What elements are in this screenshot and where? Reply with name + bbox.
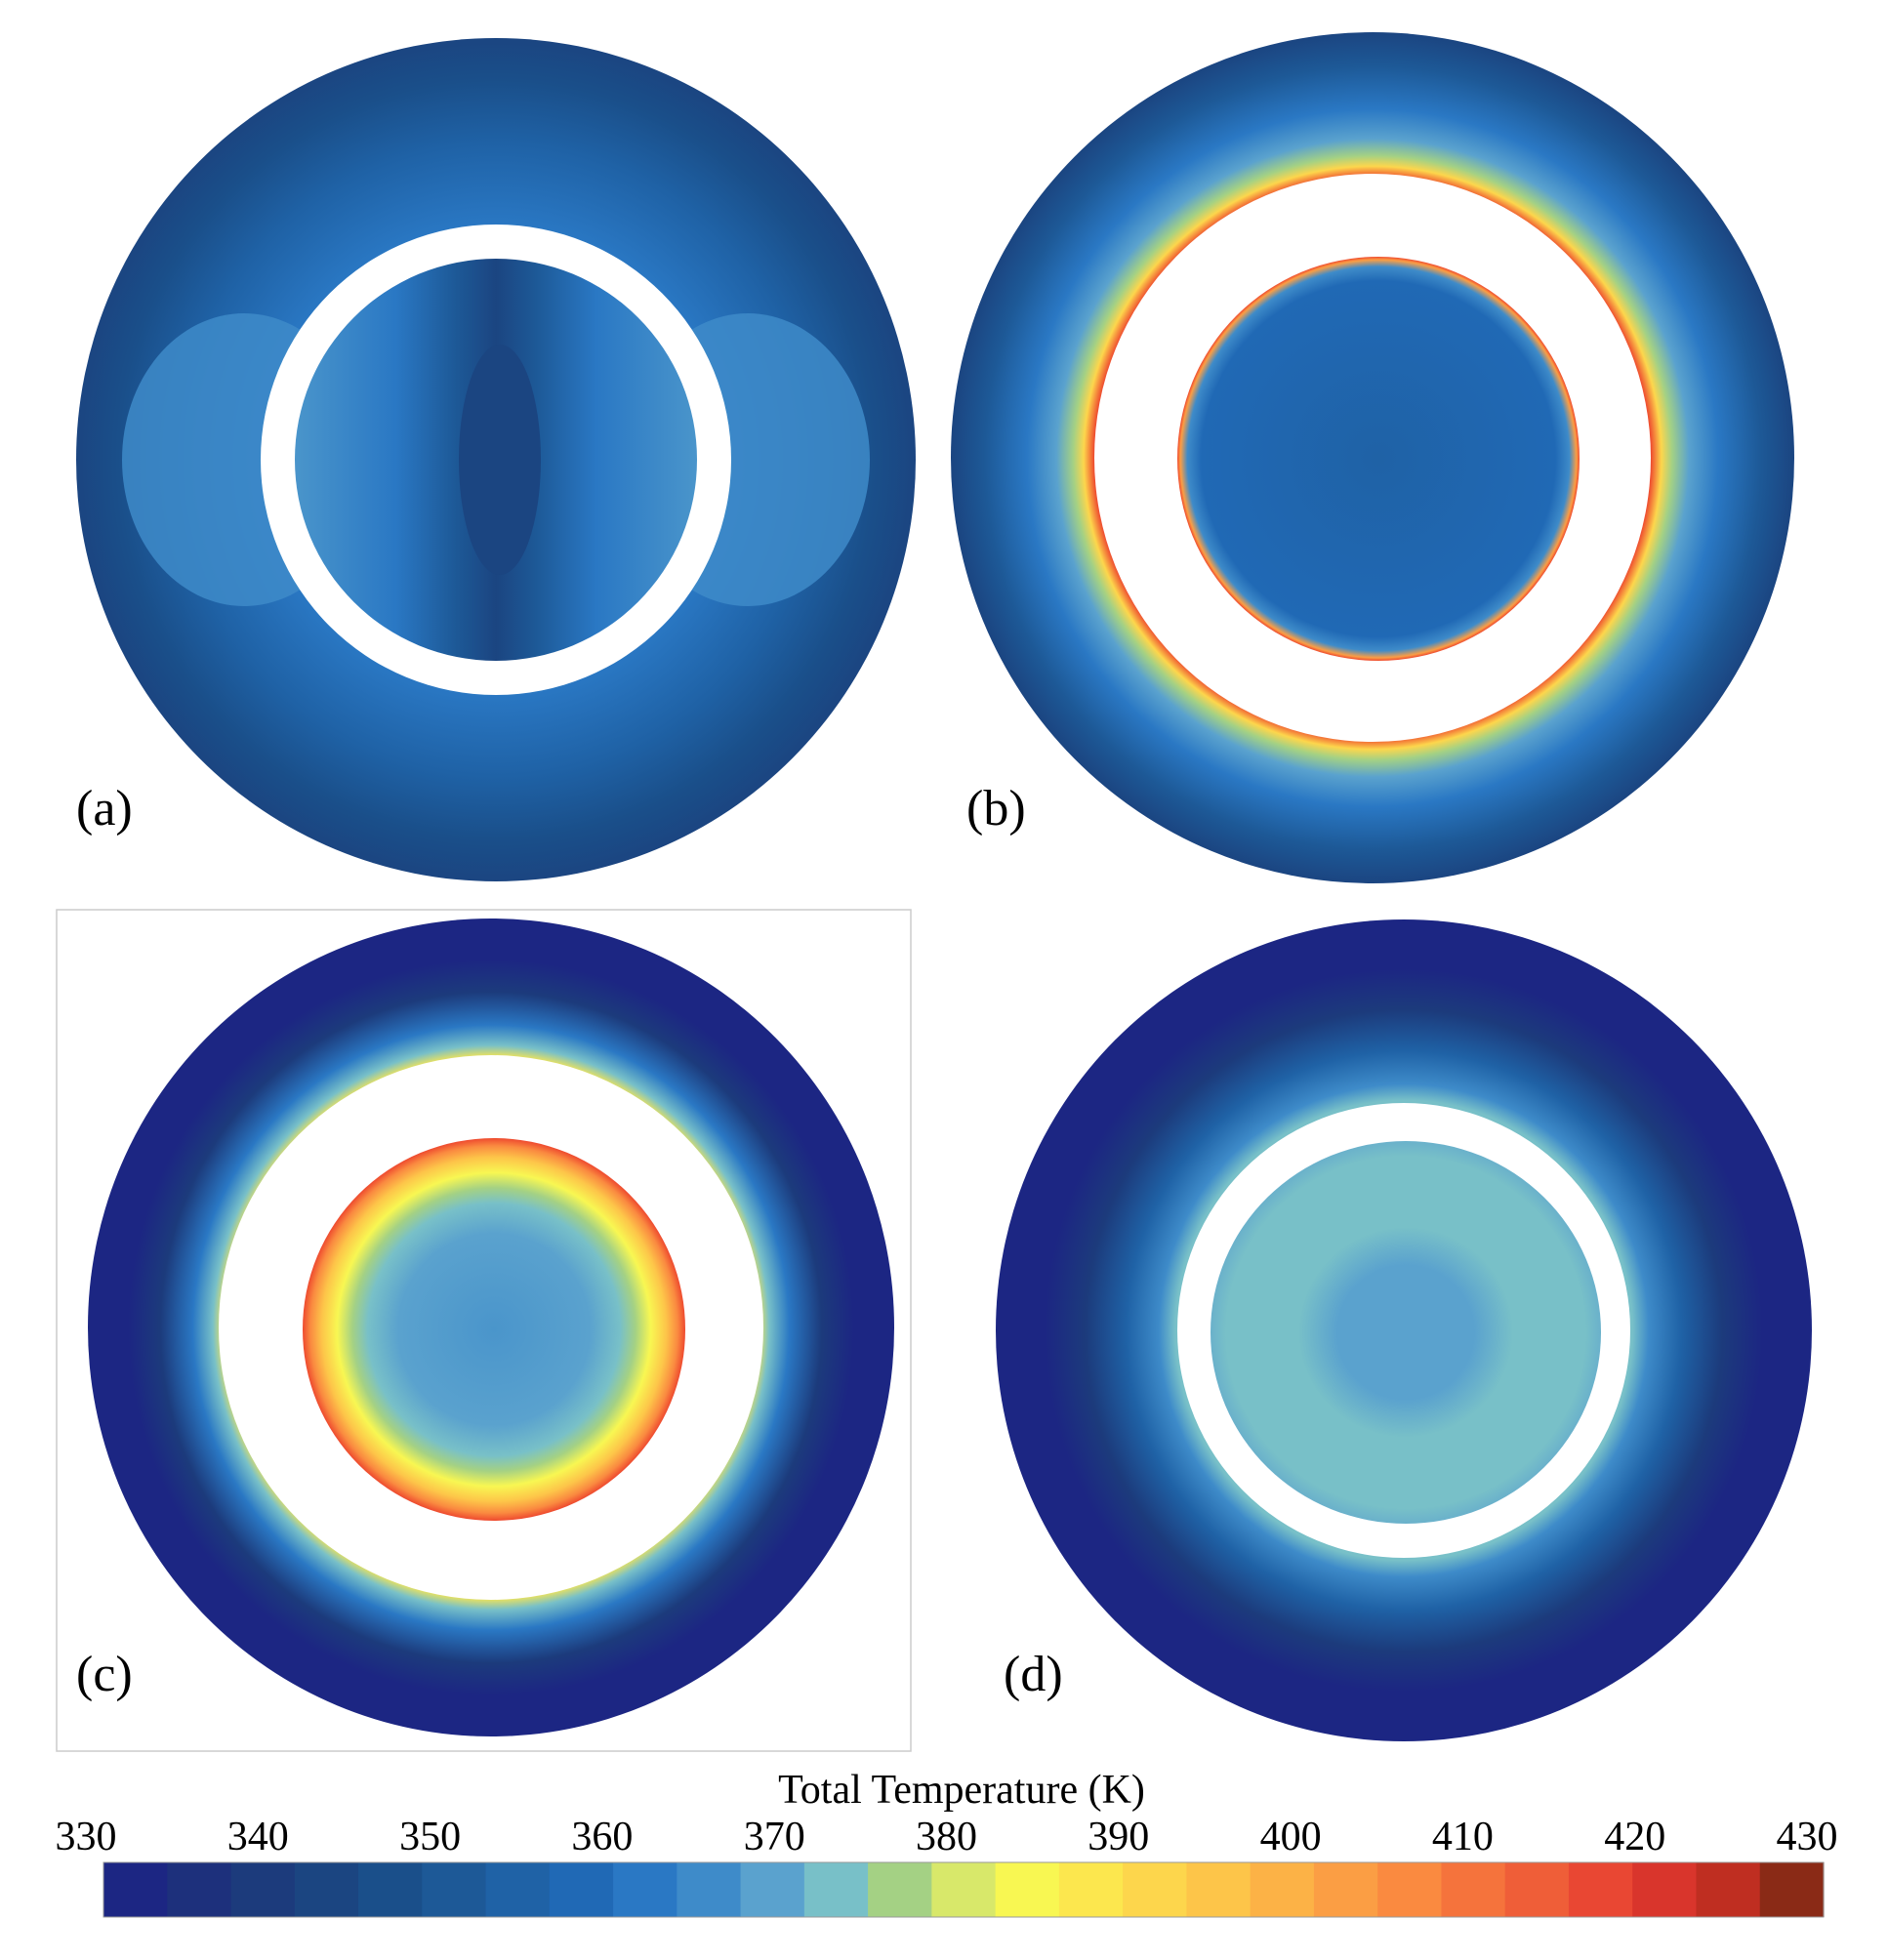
- colorbar-swatch: [1123, 1862, 1188, 1917]
- colorbar-tick-label: 410: [1432, 1815, 1494, 1859]
- colorbar-tick-label: 340: [227, 1815, 289, 1859]
- colorbar-swatch: [485, 1862, 551, 1917]
- colorbar-swatch: [677, 1862, 742, 1917]
- colorbar-tick-label: 360: [571, 1815, 633, 1859]
- colorbar-swatch: [1759, 1862, 1825, 1917]
- colorbar-swatch: [358, 1862, 423, 1917]
- panel-c-inner-disk: [303, 1138, 685, 1521]
- colorbar-swatches: [103, 1862, 1825, 1917]
- colorbar-swatch: [1441, 1862, 1506, 1917]
- panel-a: (a): [76, 38, 916, 881]
- colorbar-tick-labels: 330 340 350 360 370 380 390 400 410 420 430: [56, 1815, 1838, 1859]
- panel-c-label: (c): [76, 1647, 133, 1702]
- colorbar-swatch: [613, 1862, 677, 1917]
- colorbar-swatch: [1504, 1862, 1570, 1917]
- panel-c-frame: [56, 909, 912, 1752]
- colorbar-tick-label: 370: [744, 1815, 805, 1859]
- panel-b: (b): [951, 32, 1794, 883]
- colorbar-title: Total Temperature (K): [778, 1768, 1145, 1813]
- colorbar-tick-label: 330: [56, 1815, 117, 1859]
- colorbar-swatch: [294, 1862, 359, 1917]
- colorbar-swatch: [868, 1862, 932, 1917]
- colorbar-swatch: [230, 1862, 296, 1917]
- colorbar-border: [103, 1861, 1825, 1918]
- panel-d: (d): [996, 919, 1812, 1741]
- colorbar-swatch: [422, 1862, 487, 1917]
- colorbar-swatch: [1186, 1862, 1252, 1917]
- colorbar-swatch: [103, 1862, 168, 1917]
- panel-a-cold-core: [459, 345, 541, 575]
- colorbar-swatch: [549, 1862, 614, 1917]
- colorbar-tick-label: 400: [1260, 1815, 1322, 1859]
- colorbar-tick-label: 350: [399, 1815, 461, 1859]
- panel-d-inner-disk: [1211, 1141, 1601, 1524]
- colorbar-swatch: [1377, 1862, 1443, 1917]
- panel-b-label: (b): [966, 781, 1026, 837]
- colorbar-swatch: [1313, 1862, 1378, 1917]
- panel-b-inner-disk: [1177, 257, 1580, 661]
- colorbar-tick-label: 430: [1777, 1815, 1838, 1859]
- colorbar: Total Temperature (K) 330 340 350 360 370 380…: [56, 1768, 1838, 1918]
- colorbar-swatch: [167, 1862, 232, 1917]
- colorbar-tick-label: 380: [916, 1815, 977, 1859]
- colorbar-swatch: [1250, 1862, 1315, 1917]
- colorbar-swatch: [1058, 1862, 1124, 1917]
- panel-a-label: (a): [76, 781, 133, 837]
- colorbar-swatch: [740, 1862, 805, 1917]
- panel-d-label: (d): [1004, 1647, 1063, 1702]
- colorbar-swatch: [1568, 1862, 1633, 1917]
- panel-c: (c): [56, 909, 912, 1752]
- colorbar-swatch: [803, 1862, 869, 1917]
- colorbar-swatch: [1632, 1862, 1698, 1917]
- colorbar-swatch: [931, 1862, 997, 1917]
- colorbar-swatch: [1696, 1862, 1761, 1917]
- colorbar-tick-label: 420: [1604, 1815, 1665, 1859]
- colorbar-tick-label: 390: [1088, 1815, 1149, 1859]
- colorbar-swatch: [995, 1862, 1060, 1917]
